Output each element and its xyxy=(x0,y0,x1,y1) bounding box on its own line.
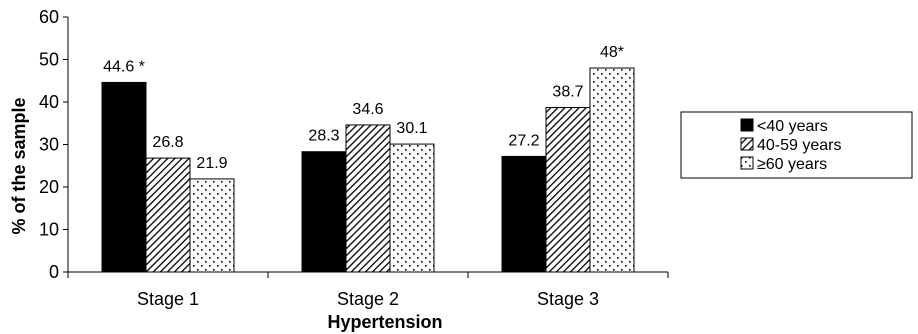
y-tick-label: 20 xyxy=(39,177,59,197)
y-tick-label: 30 xyxy=(39,135,59,155)
data-label: 28.3 xyxy=(308,128,339,145)
bar xyxy=(389,143,435,273)
legend-label: ≥60 years xyxy=(757,156,827,173)
data-label: 21.9 xyxy=(196,155,227,172)
legend-label: 40-59 years xyxy=(757,137,842,154)
y-tick-label: 40 xyxy=(39,92,59,112)
data-label: 34.6 xyxy=(352,101,383,118)
data-labels: 44.6 * 28.3 27.2 26.8 34.6 38.7 21.9 30.1 48* xyxy=(103,44,624,172)
y-tick-label: 60 xyxy=(39,7,59,27)
bar xyxy=(145,157,191,273)
y-tick-label: 10 xyxy=(39,220,59,240)
bar xyxy=(301,151,347,273)
y-tick-label: 0 xyxy=(49,262,59,282)
x-tick-label: Stage 2 xyxy=(337,289,399,309)
data-label: 44.6 * xyxy=(103,58,145,75)
legend-swatch xyxy=(740,137,754,151)
legend-label: <40 years xyxy=(757,118,828,135)
y-tick-label: 50 xyxy=(39,50,59,70)
bar xyxy=(589,67,635,273)
x-tick-label: Stage 1 xyxy=(137,289,199,309)
bars xyxy=(101,67,635,273)
data-label: 30.1 xyxy=(396,120,427,137)
legend-box xyxy=(680,111,913,179)
bar xyxy=(545,107,591,273)
y-axis-title: % of the sample xyxy=(9,97,29,234)
legend-swatch xyxy=(740,156,754,170)
x-tick-label: Stage 3 xyxy=(537,289,599,309)
data-label: 27.2 xyxy=(508,132,539,149)
bar xyxy=(101,81,147,273)
legend: <40 years 40-59 years ≥60 years xyxy=(680,111,913,179)
bar xyxy=(189,178,235,273)
legend-swatch xyxy=(740,118,754,132)
data-label: 26.8 xyxy=(152,134,183,151)
axes: 0 10 20 30 40 50 60 Stage 1 Stage 2 Stage 3 xyxy=(39,7,669,309)
data-label: 38.7 xyxy=(552,84,583,101)
bar xyxy=(345,124,391,273)
x-axis-title: Hypertension xyxy=(327,312,442,332)
bar xyxy=(501,155,547,273)
data-label: 48* xyxy=(600,44,624,61)
